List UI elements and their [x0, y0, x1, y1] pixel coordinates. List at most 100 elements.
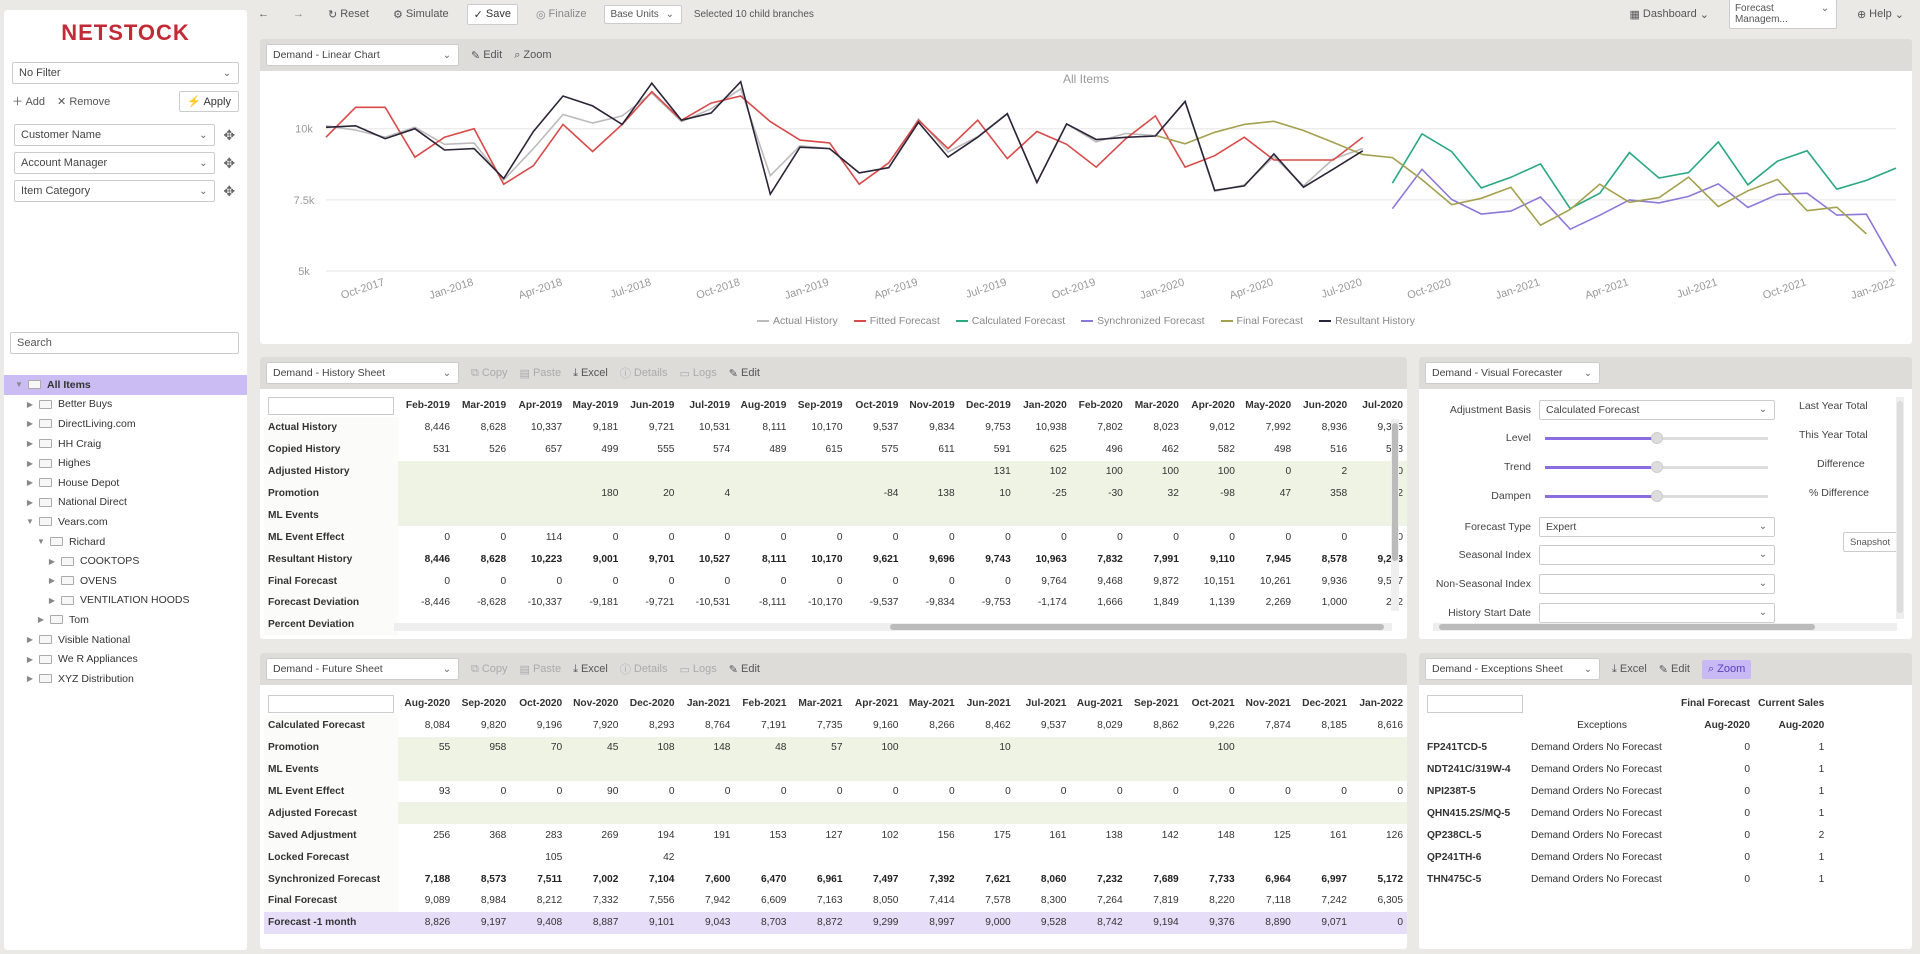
grid-cell[interactable] [1126, 802, 1183, 825]
tree-node[interactable]: ▼ Vears.com [4, 512, 247, 532]
grid-cell[interactable] [1294, 758, 1351, 781]
grid-cell[interactable] [454, 504, 511, 527]
tree-node[interactable]: ▶ OVENS [4, 571, 247, 591]
grid-cell[interactable] [1238, 802, 1295, 825]
grid-cell[interactable] [1182, 802, 1239, 825]
grid-cell[interactable]: 8,300 [1040, 895, 1067, 907]
grid-cell[interactable]: 7,945 [1265, 553, 1292, 565]
grid-cell[interactable]: 1,139 [1209, 597, 1235, 609]
vf-vertical-scrollbar[interactable] [1896, 397, 1904, 619]
expand-toggle-icon[interactable]: ▶ [48, 576, 56, 586]
grid-cell[interactable] [958, 504, 1015, 527]
grid-cell[interactable]: 9,223 [1351, 548, 1407, 570]
move-icon[interactable]: ✥ [223, 154, 236, 171]
grid-cell[interactable]: 153 [769, 829, 787, 841]
grid-cell[interactable]: 7,242 [1321, 895, 1347, 907]
grid-cell[interactable]: 0 [724, 786, 731, 797]
grid-cell[interactable]: 0 [612, 531, 619, 543]
grid-cell[interactable]: 10,938 [1035, 422, 1067, 434]
grid-cell[interactable]: 0 [1173, 786, 1179, 797]
grid-cell[interactable]: 0 [1228, 786, 1235, 797]
grid-cell[interactable] [790, 758, 847, 781]
grid-cell[interactable]: 611 [938, 444, 955, 456]
dimension-select[interactable]: Customer Name ⌄ [14, 124, 216, 146]
grid-cell[interactable]: 7,621 [985, 873, 1011, 885]
grid-cell[interactable]: 526 [489, 444, 507, 456]
grid-cell[interactable] [1182, 504, 1239, 527]
grid-cell[interactable]: 7,511 [537, 873, 563, 885]
forecast-type-select[interactable]: Expert ⌄ [1539, 517, 1775, 537]
grid-cell[interactable]: 7,163 [817, 895, 843, 907]
snapshot-button[interactable]: Snapshot [1843, 532, 1898, 552]
grid-cell[interactable]: 9,299 [846, 911, 903, 934]
grid-cell[interactable]: 269 [601, 829, 619, 841]
grid-cell[interactable]: 9,743 [985, 553, 1011, 565]
grid-cell[interactable]: 8,111 [762, 553, 787, 565]
grid-cell[interactable] [566, 846, 622, 868]
grid-cell[interactable]: 0 [780, 531, 787, 543]
filter-select[interactable]: No Filter ⌄ [12, 62, 239, 84]
grid-cell[interactable]: 0 [1341, 786, 1347, 797]
grid-cell[interactable]: 9,160 [872, 720, 899, 732]
grid-cell[interactable]: 175 [993, 829, 1011, 841]
grid-cell[interactable]: 0 [892, 531, 899, 543]
paste-button[interactable]: ▤ Paste [520, 663, 562, 676]
grid-cell[interactable] [1295, 846, 1351, 868]
grid-cell[interactable]: 0 [500, 575, 507, 587]
item-code[interactable]: QHN415.2S/MQ-5 [1427, 807, 1511, 819]
tree-search-input[interactable]: Search [10, 332, 239, 354]
grid-cell[interactable]: 5,172 [1377, 873, 1404, 885]
grid-cell[interactable]: 7,735 [817, 720, 843, 732]
expand-toggle-icon[interactable]: ▶ [26, 439, 34, 449]
grid-cell[interactable]: -10,170 [807, 597, 843, 609]
grid-cell[interactable]: 10 [958, 482, 1015, 505]
grid-cell[interactable] [1070, 736, 1127, 759]
grid-cell[interactable]: 0 [724, 575, 731, 587]
grid-cell[interactable]: 8,185 [1321, 720, 1347, 732]
grid-cell[interactable] [678, 460, 735, 483]
grid-cell[interactable] [734, 460, 791, 483]
grid-cell[interactable]: 7,689 [1153, 873, 1179, 885]
grid-cell[interactable] [902, 460, 959, 483]
grid-cell[interactable]: 7,392 [929, 873, 955, 885]
grid-cell[interactable]: 0 [1397, 531, 1403, 543]
grid-cell[interactable]: 142 [1161, 829, 1179, 841]
grid-cell[interactable]: 1,000 [1321, 597, 1348, 609]
grid-cell[interactable]: 8,050 [872, 895, 899, 907]
back-button[interactable]: ← [252, 5, 275, 23]
grid-cell[interactable]: 57 [790, 736, 847, 759]
grid-cell[interactable]: 0 [1116, 786, 1123, 797]
grid-cell[interactable] [790, 504, 847, 527]
row-filter-box[interactable] [268, 396, 394, 415]
grid-cell[interactable]: 9,110 [1209, 553, 1235, 565]
grid-cell[interactable]: 0 [444, 575, 451, 587]
grid-cell[interactable]: 9,196 [536, 720, 563, 732]
grid-cell[interactable] [622, 802, 679, 825]
expand-toggle-icon[interactable]: ▶ [26, 419, 34, 429]
grid-cell[interactable]: 10,527 [698, 553, 731, 565]
expand-toggle-icon[interactable]: ▶ [26, 497, 34, 507]
grid-cell[interactable]: 7,497 [872, 873, 899, 885]
grid-cell[interactable]: 0 [780, 575, 787, 587]
expand-toggle-icon[interactable]: ▶ [48, 556, 56, 566]
grid-cell[interactable]: 0 [500, 786, 507, 797]
grid-cell[interactable]: 8,628 [480, 422, 507, 434]
grid-cell[interactable]: 8,023 [1153, 422, 1179, 434]
grid-cell[interactable]: 574 [713, 444, 731, 456]
expand-toggle-icon[interactable]: ▼ [26, 517, 34, 527]
grid-cell[interactable]: 9,701 [648, 553, 675, 565]
grid-cell[interactable]: 70 [510, 736, 567, 759]
grid-cell[interactable]: 161 [1329, 829, 1347, 841]
add-filter-button[interactable]: ＋ Add [12, 96, 46, 108]
grid-cell[interactable] [902, 758, 959, 781]
grid-cell[interactable] [1014, 736, 1071, 759]
edit-button[interactable]: ✎ Edit [729, 663, 760, 676]
save-button[interactable]: ✓ Save [466, 3, 518, 25]
expand-toggle-icon[interactable]: ▶ [26, 674, 34, 684]
grid-cell[interactable]: 10,151 [1203, 575, 1235, 587]
non-seasonal-index-select[interactable]: ⌄ [1539, 574, 1775, 594]
grid-cell[interactable] [734, 758, 791, 781]
grid-cell[interactable] [790, 846, 846, 868]
grid-cell[interactable]: 9,197 [454, 911, 511, 934]
grid-cell[interactable] [902, 846, 958, 868]
